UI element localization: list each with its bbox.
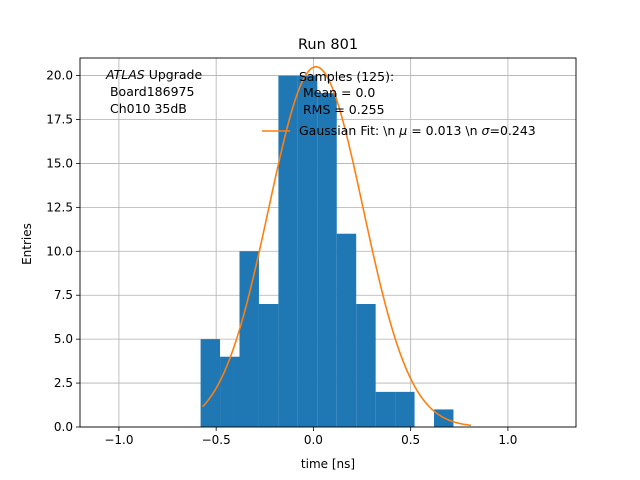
y-tick-label: 5.0 [54, 332, 73, 346]
histogram-bar [375, 391, 396, 427]
histogram-bar [258, 304, 279, 427]
histogram-bar [200, 339, 221, 427]
histogram-bars [200, 75, 454, 428]
legend: Samples (125): Mean = 0.0 RMS = 0.255 Ga… [262, 69, 536, 138]
histogram-bar [239, 251, 259, 427]
legend-samples-mean: Mean = 0.0 [299, 85, 375, 100]
x-tick-label: −1.0 [104, 433, 133, 447]
histogram-bar [336, 233, 357, 427]
y-tick-label: 17.5 [46, 113, 73, 127]
histogram-bar [278, 75, 298, 428]
info-line-experiment: ATLAS Upgrade [105, 67, 202, 82]
histogram-bar [220, 356, 240, 427]
info-line-board: Board186975 [106, 84, 194, 99]
legend-fit-mu: μ [398, 123, 407, 138]
plot-frame [79, 57, 577, 428]
y-tick-label: 2.5 [54, 376, 73, 390]
info-upgrade: Upgrade [145, 67, 203, 82]
legend-fit-label: Gaussian Fit: \n μ = 0.013 \n σ=0.243 [299, 123, 536, 138]
y-tick-label: 7.5 [54, 288, 73, 302]
histogram-bar [297, 75, 318, 428]
x-axis-label: time [ns] [301, 457, 355, 471]
histogram-bar [395, 391, 415, 427]
legend-samples-rms: RMS = 0.255 [299, 102, 385, 117]
legend-fit-pre: Gaussian Fit: \n [299, 123, 399, 138]
legend-fit-post: =0.243 [489, 123, 535, 138]
x-tick-label: 1.0 [498, 433, 517, 447]
info-line-channel: Ch010 35dB [106, 101, 187, 116]
x-tick-label: 0.5 [401, 433, 420, 447]
legend-fit-sigma: σ [482, 123, 491, 138]
y-tick-label: 10.0 [46, 244, 73, 258]
y-tick-label: 20.0 [46, 69, 73, 83]
histogram-bar [356, 304, 376, 427]
y-tick-label: 12.5 [46, 200, 73, 214]
x-axis-ticks: −1.0 −0.5 0.0 0.5 1.0 [104, 427, 517, 447]
y-axis-label: Entries [20, 223, 34, 265]
info-atlas-italic: ATLAS [105, 67, 145, 82]
x-tick-label: 0.0 [304, 433, 323, 447]
y-tick-label: 0.0 [54, 420, 73, 434]
gaussian-fit-curve [201, 66, 472, 427]
y-tick-label: 15.0 [46, 156, 73, 170]
y-axis-ticks: 0.0 2.5 5.0 7.5 10.0 12.5 15.0 17.5 20.0 [46, 69, 80, 434]
chart-title: Run 801 [298, 37, 358, 53]
legend-samples-title: Samples (125): [299, 69, 394, 84]
legend-fit-mid: = 0.013 \n [407, 123, 481, 138]
histogram-bar [317, 93, 337, 428]
info-box: ATLAS Upgrade Board186975 Ch010 35dB [105, 67, 202, 116]
x-tick-label: −0.5 [202, 433, 231, 447]
